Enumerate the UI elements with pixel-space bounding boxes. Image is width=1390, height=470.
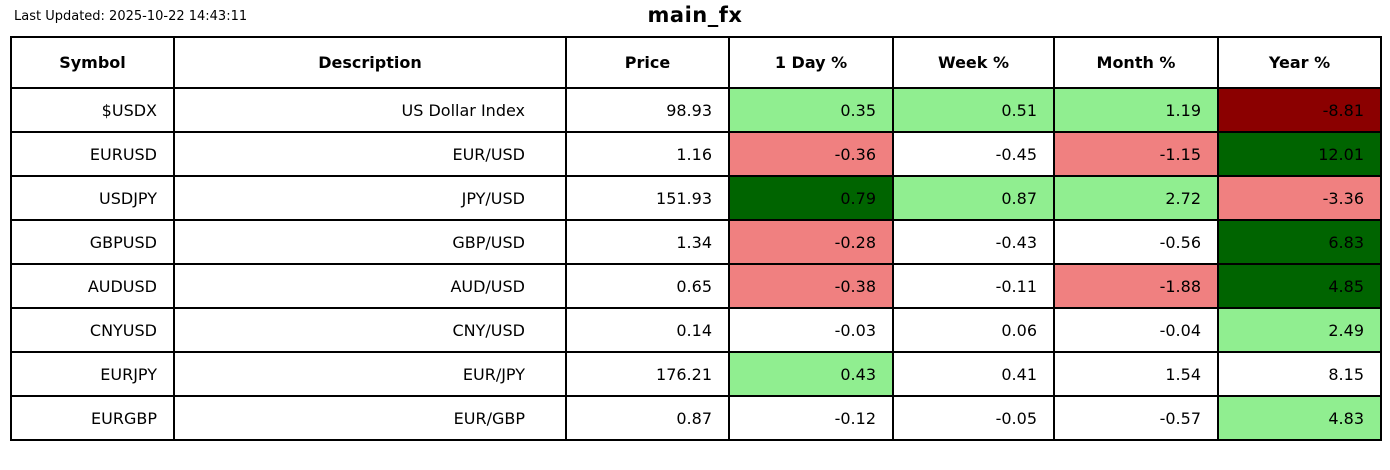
year-change-cell: -3.36 [1217,175,1382,221]
fx-table-header: Symbol Description Price 1 Day % Week % … [10,36,1382,89]
day-change-cell: -0.12 [728,395,894,441]
price-cell: 0.14 [565,307,730,353]
year-change-cell: 6.83 [1217,219,1382,265]
week-change-cell: -0.05 [892,395,1055,441]
table-row: $USDX US Dollar Index 98.93 0.35 0.51 1.… [10,87,1382,133]
symbol-cell: EURUSD [10,131,175,177]
page-title: main_fx [647,3,743,27]
year-change-cell: 12.01 [1217,131,1382,177]
year-change-cell: -8.81 [1217,87,1382,133]
price-cell: 176.21 [565,351,730,397]
column-header-week: Week % [892,36,1055,89]
table-row: EURGBP EUR/GBP 0.87 -0.12 -0.05 -0.57 4.… [10,395,1382,441]
column-header-description: Description [173,36,567,89]
week-change-cell: 0.06 [892,307,1055,353]
month-change-cell: -0.56 [1053,219,1219,265]
fx-table-body: $USDX US Dollar Index 98.93 0.35 0.51 1.… [10,87,1382,441]
day-change-cell: -0.03 [728,307,894,353]
description-cell: EUR/JPY [173,351,567,397]
week-change-cell: -0.43 [892,219,1055,265]
week-change-cell: 0.87 [892,175,1055,221]
day-change-cell: -0.28 [728,219,894,265]
description-cell: US Dollar Index [173,87,567,133]
price-cell: 0.65 [565,263,730,309]
price-cell: 0.87 [565,395,730,441]
day-change-cell: 0.43 [728,351,894,397]
month-change-cell: -1.88 [1053,263,1219,309]
table-row: EURUSD EUR/USD 1.16 -0.36 -0.45 -1.15 12… [10,131,1382,177]
column-header-price: Price [565,36,730,89]
day-change-cell: -0.36 [728,131,894,177]
description-cell: GBP/USD [173,219,567,265]
month-change-cell: 2.72 [1053,175,1219,221]
description-cell: EUR/USD [173,131,567,177]
table-row: GBPUSD GBP/USD 1.34 -0.28 -0.43 -0.56 6.… [10,219,1382,265]
month-change-cell: 1.54 [1053,351,1219,397]
symbol-cell: AUDUSD [10,263,175,309]
symbol-cell: $USDX [10,87,175,133]
table-row: AUDUSD AUD/USD 0.65 -0.38 -0.11 -1.88 4.… [10,263,1382,309]
price-cell: 98.93 [565,87,730,133]
table-row: CNYUSD CNY/USD 0.14 -0.03 0.06 -0.04 2.4… [10,307,1382,353]
description-cell: AUD/USD [173,263,567,309]
year-change-cell: 2.49 [1217,307,1382,353]
description-cell: EUR/GBP [173,395,567,441]
table-row: USDJPY JPY/USD 151.93 0.79 0.87 2.72 -3.… [10,175,1382,221]
day-change-cell: 0.35 [728,87,894,133]
description-cell: JPY/USD [173,175,567,221]
year-change-cell: 4.85 [1217,263,1382,309]
year-change-cell: 4.83 [1217,395,1382,441]
symbol-cell: GBPUSD [10,219,175,265]
column-header-day: 1 Day % [728,36,894,89]
week-change-cell: 0.51 [892,87,1055,133]
symbol-cell: EURGBP [10,395,175,441]
symbol-cell: CNYUSD [10,307,175,353]
month-change-cell: -0.57 [1053,395,1219,441]
symbol-cell: EURJPY [10,351,175,397]
week-change-cell: -0.11 [892,263,1055,309]
week-change-cell: -0.45 [892,131,1055,177]
price-cell: 1.16 [565,131,730,177]
month-change-cell: -1.15 [1053,131,1219,177]
month-change-cell: 1.19 [1053,87,1219,133]
month-change-cell: -0.04 [1053,307,1219,353]
last-updated-text: Last Updated: 2025-10-22 14:43:11 [14,9,248,24]
table-row: EURJPY EUR/JPY 176.21 0.43 0.41 1.54 8.1… [10,351,1382,397]
description-cell: CNY/USD [173,307,567,353]
price-cell: 1.34 [565,219,730,265]
day-change-cell: -0.38 [728,263,894,309]
column-header-month: Month % [1053,36,1219,89]
header-row: Symbol Description Price 1 Day % Week % … [10,36,1382,89]
column-header-symbol: Symbol [10,36,175,89]
price-cell: 151.93 [565,175,730,221]
column-header-year: Year % [1217,36,1382,89]
week-change-cell: 0.41 [892,351,1055,397]
year-change-cell: 8.15 [1217,351,1382,397]
day-change-cell: 0.79 [728,175,894,221]
symbol-cell: USDJPY [10,175,175,221]
fx-table: Symbol Description Price 1 Day % Week % … [10,36,1382,441]
